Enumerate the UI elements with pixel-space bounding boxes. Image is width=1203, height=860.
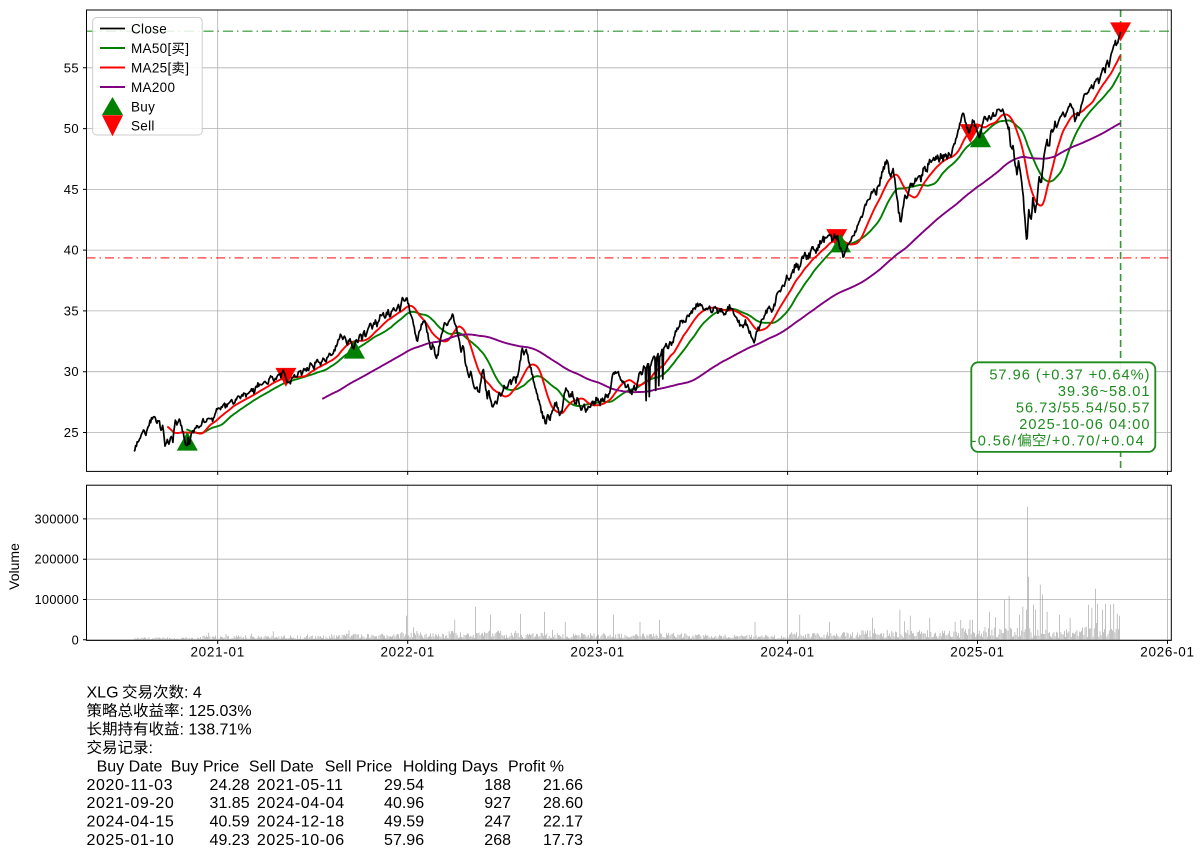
svg-text:2025-01-10: 2025-01-10: [87, 832, 175, 849]
svg-text:Profit %: Profit %: [508, 758, 564, 775]
svg-text:Sell Price: Sell Price: [325, 758, 393, 775]
svg-text:56.73/55.54/50.57: 56.73/55.54/50.57: [1016, 401, 1151, 417]
svg-text:2022-01: 2022-01: [380, 645, 434, 660]
svg-text:2024-12-18: 2024-12-18: [257, 814, 345, 831]
svg-text:100000: 100000: [34, 592, 79, 607]
svg-text:]: ]: [185, 61, 189, 76]
svg-text:2021-09-20: 2021-09-20: [87, 795, 175, 812]
svg-text:2025-01: 2025-01: [950, 645, 1004, 660]
svg-text:2023-01: 2023-01: [570, 645, 624, 660]
svg-text:2025-10-06 04:00: 2025-10-06 04:00: [1019, 417, 1150, 433]
svg-text:57.96 (+0.37 +0.64%): 57.96 (+0.37 +0.64%): [989, 368, 1150, 384]
svg-text:XLG: XLG: [87, 685, 119, 702]
svg-text:50: 50: [64, 121, 79, 136]
svg-text:28.60: 28.60: [543, 795, 583, 812]
svg-text:: 138.71%: : 138.71%: [180, 721, 252, 738]
svg-text:29.54: 29.54: [384, 777, 424, 794]
svg-text:40: 40: [64, 243, 79, 258]
svg-text:/+0.70/+0.04: /+0.70/+0.04: [1046, 434, 1145, 450]
svg-text:Close: Close: [131, 22, 167, 37]
svg-text:188: 188: [484, 777, 511, 794]
svg-text:39.36~58.01: 39.36~58.01: [1058, 384, 1151, 400]
svg-text:57.96: 57.96: [384, 832, 424, 849]
svg-text:2024-01: 2024-01: [760, 645, 814, 660]
svg-text:30: 30: [64, 364, 79, 379]
svg-text:2020-11-03: 2020-11-03: [87, 777, 174, 794]
svg-text:Sell Date: Sell Date: [249, 758, 314, 775]
svg-text:Volume: Volume: [6, 543, 22, 590]
svg-text:Buy Date: Buy Date: [97, 758, 163, 775]
svg-text:268: 268: [484, 832, 511, 849]
svg-text:45: 45: [64, 182, 79, 197]
svg-text:40.96: 40.96: [384, 795, 424, 812]
svg-text:300000: 300000: [34, 511, 79, 526]
svg-text:2026-01: 2026-01: [1140, 645, 1194, 660]
svg-text:31.85: 31.85: [210, 795, 250, 812]
svg-text:]: ]: [185, 41, 189, 56]
svg-text:55: 55: [64, 60, 79, 75]
svg-text:2025-10-06: 2025-10-06: [257, 832, 345, 849]
svg-text:-0.56/: -0.56/: [972, 434, 1018, 450]
svg-text:MA25[: MA25[: [131, 61, 172, 76]
svg-text:927: 927: [484, 795, 511, 812]
svg-text:35: 35: [64, 303, 79, 318]
svg-text:25: 25: [64, 425, 79, 440]
svg-text:Sell: Sell: [131, 119, 155, 134]
svg-text::: :: [149, 740, 153, 757]
svg-text:MA200: MA200: [131, 80, 175, 95]
svg-text:: 4: : 4: [184, 685, 202, 702]
svg-text:Holding Days: Holding Days: [403, 758, 498, 775]
svg-text:: 125.03%: : 125.03%: [180, 703, 252, 720]
svg-text:Buy: Buy: [131, 100, 155, 115]
svg-text:2021-01: 2021-01: [190, 645, 244, 660]
svg-text:40.59: 40.59: [210, 814, 250, 831]
svg-text:22.17: 22.17: [543, 814, 583, 831]
svg-text:17.73: 17.73: [543, 832, 583, 849]
svg-text:2024-04-15: 2024-04-15: [87, 814, 175, 831]
svg-text:2021-05-11: 2021-05-11: [257, 777, 344, 794]
svg-text:24.28: 24.28: [210, 777, 250, 794]
svg-text:2024-04-04: 2024-04-04: [257, 795, 345, 812]
svg-text:49.59: 49.59: [384, 814, 424, 831]
svg-text:200000: 200000: [34, 552, 79, 567]
svg-text:Buy Price: Buy Price: [171, 758, 240, 775]
svg-text:49.23: 49.23: [210, 832, 250, 849]
svg-text:MA50[: MA50[: [131, 41, 172, 56]
svg-text:247: 247: [484, 814, 511, 831]
svg-text:21.66: 21.66: [543, 777, 583, 794]
svg-text:0: 0: [72, 632, 79, 647]
